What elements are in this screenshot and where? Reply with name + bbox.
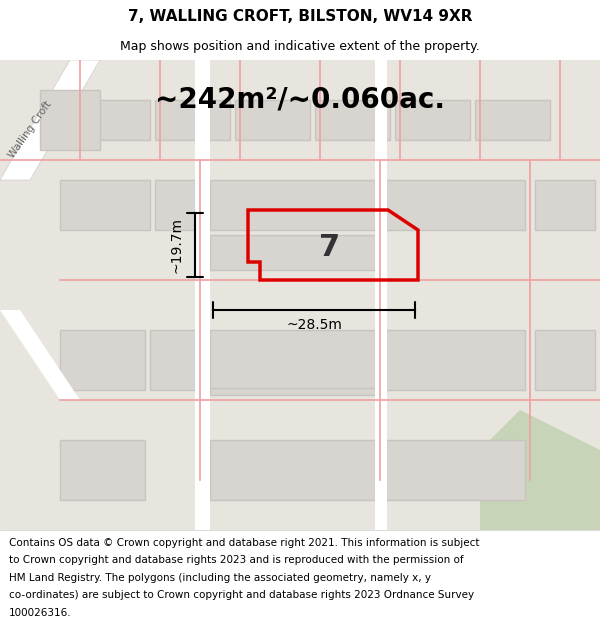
Text: Contains OS data © Crown copyright and database right 2021. This information is : Contains OS data © Crown copyright and d… [9,538,479,548]
Polygon shape [210,440,375,500]
Text: to Crown copyright and database rights 2023 and is reproduced with the permissio: to Crown copyright and database rights 2… [9,555,464,565]
Polygon shape [0,310,80,400]
Polygon shape [210,235,375,270]
Polygon shape [155,100,230,140]
Text: ~28.5m: ~28.5m [286,318,342,332]
Text: HM Land Registry. The polygons (including the associated geometry, namely x, y: HM Land Registry. The polygons (includin… [9,572,431,582]
Text: Walling Croft: Walling Croft [7,99,53,161]
Text: co-ordinates) are subject to Crown copyright and database rights 2023 Ordnance S: co-ordinates) are subject to Crown copyr… [9,591,474,601]
Polygon shape [210,180,375,230]
Polygon shape [385,330,525,390]
Polygon shape [395,100,470,140]
Polygon shape [60,180,150,230]
Polygon shape [535,330,595,390]
Polygon shape [475,100,550,140]
Text: 7: 7 [319,232,341,261]
Polygon shape [315,100,390,140]
Polygon shape [150,330,195,390]
Polygon shape [210,330,375,390]
Text: Map shows position and indicative extent of the property.: Map shows position and indicative extent… [120,40,480,53]
Polygon shape [385,180,525,230]
Polygon shape [0,60,100,180]
Polygon shape [155,180,195,230]
Text: 100026316.: 100026316. [9,608,71,618]
Polygon shape [385,440,525,500]
Polygon shape [40,90,100,150]
Polygon shape [535,180,595,230]
Polygon shape [210,388,375,395]
Polygon shape [480,410,600,530]
Polygon shape [235,100,310,140]
Bar [195,60,210,530]
Text: ~242m²/~0.060ac.: ~242m²/~0.060ac. [155,86,445,114]
Bar [375,60,387,530]
Polygon shape [60,330,145,390]
Polygon shape [60,440,145,500]
Text: ~19.7m: ~19.7m [170,217,184,273]
Text: 7, WALLING CROFT, BILSTON, WV14 9XR: 7, WALLING CROFT, BILSTON, WV14 9XR [128,9,472,24]
Polygon shape [80,100,150,140]
